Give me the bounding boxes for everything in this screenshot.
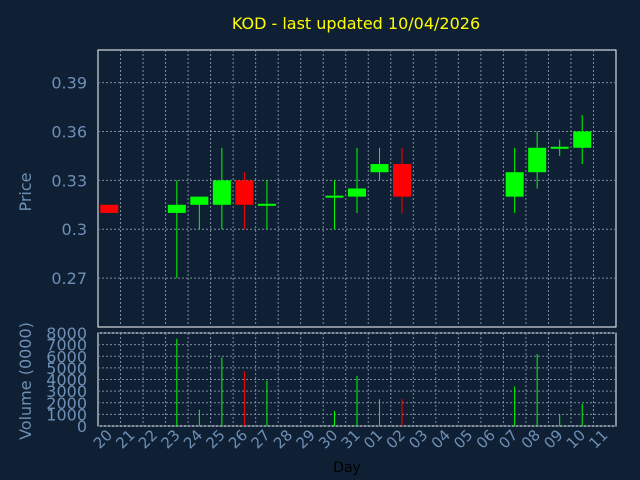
price-y-tick-label: 0.33 [51, 171, 87, 190]
candle-10 [573, 115, 592, 165]
chart-title: KOD - last updated 10/04/2026 [232, 14, 480, 33]
price-y-tick-label: 0.39 [51, 74, 87, 93]
x-axis-label: Day [333, 460, 361, 476]
candle-body [370, 164, 389, 173]
candle-27 [257, 180, 276, 230]
volume-y-tick-label: 8000 [46, 324, 87, 343]
volume-y-tick-label: 4000 [46, 371, 87, 390]
candle-body [528, 147, 547, 173]
candle-series [100, 115, 592, 279]
candle-25 [212, 147, 231, 230]
volume-y-tick-label: 3000 [46, 382, 87, 401]
candle-body [212, 180, 231, 205]
candle-01 [370, 147, 389, 181]
x-tick-labels: 2021222324252627282930310102030405060708… [90, 426, 612, 452]
volume-series [176, 338, 583, 426]
price-y-tick-label: 0.27 [51, 269, 87, 288]
candle-24 [190, 196, 209, 230]
candle-body [505, 172, 524, 197]
volume-y-tick-label: 1000 [46, 405, 87, 424]
candle-20 [100, 204, 119, 213]
candle-26 [235, 172, 254, 230]
volume-y-tick-label: 2000 [46, 394, 87, 413]
candle-body [393, 164, 412, 197]
price-y-tick-labels: 0.27 0.3 0.33 0.36 0.39 [51, 74, 87, 289]
price-axis-label: Price [16, 172, 35, 211]
candle-body [573, 131, 592, 148]
candle-30 [325, 180, 344, 230]
candle-09 [550, 139, 569, 156]
volume-y-tick-label: 0 [77, 417, 87, 436]
candle-02 [393, 147, 412, 213]
volume-gridlines [98, 332, 616, 427]
price-y-tick-label: 0.3 [62, 220, 87, 239]
price-panel: 0.27 0.3 0.33 0.36 0.39 Price [16, 49, 617, 328]
candle-23 [167, 180, 186, 279]
candle-body [235, 180, 254, 205]
candle-08 [528, 131, 547, 189]
candle-body [257, 203, 276, 206]
candle-31 [348, 147, 366, 213]
volume-y-tick-label: 6000 [46, 347, 87, 366]
candle-body [167, 204, 186, 213]
volume-y-tick-label: 5000 [46, 359, 87, 378]
candle-body [348, 188, 366, 197]
candle-body [190, 196, 209, 205]
volume-axis-label: Volume (0000) [16, 322, 35, 440]
candle-body [550, 146, 569, 149]
price-y-tick-label: 0.36 [51, 122, 87, 141]
candle-body [100, 204, 119, 213]
candle-07 [505, 147, 524, 213]
volume-y-tick-label: 7000 [46, 336, 87, 355]
candle-body [325, 195, 344, 198]
